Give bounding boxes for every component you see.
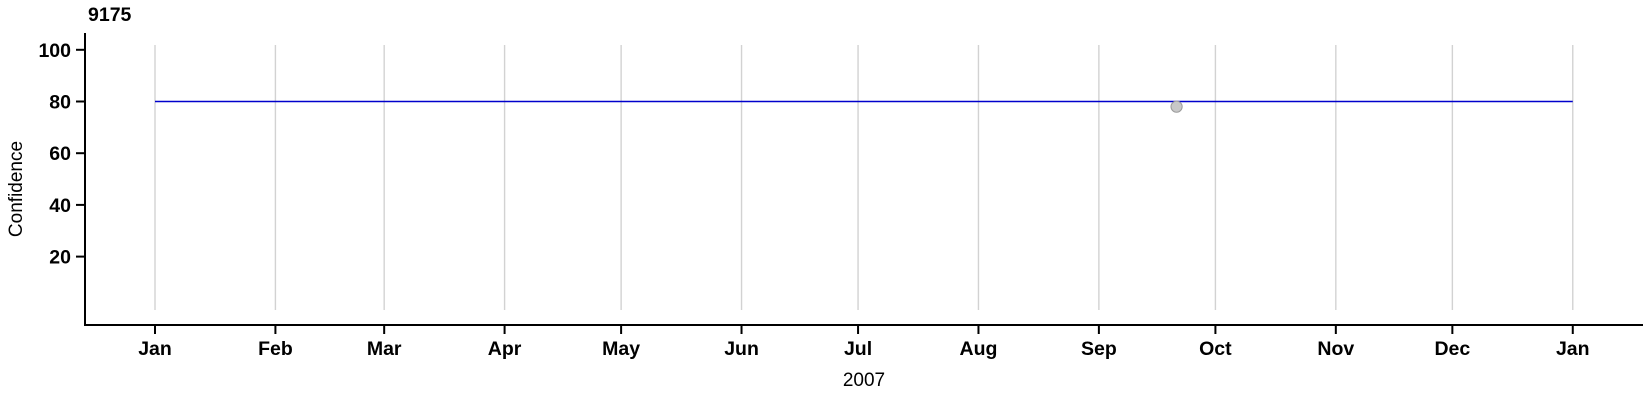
x-tick-label: Oct bbox=[1199, 338, 1232, 360]
x-axis-year-label: 2007 bbox=[843, 370, 885, 391]
x-tick-label: Jan bbox=[1556, 338, 1590, 360]
x-tick-label: Sep bbox=[1081, 338, 1117, 360]
y-tick-label: 60 bbox=[49, 143, 71, 165]
series-group bbox=[155, 100, 1573, 113]
gridlines-group bbox=[154, 45, 1574, 310]
y-tick-label: 80 bbox=[49, 92, 71, 114]
y-tick-label: 40 bbox=[49, 195, 71, 217]
x-tick-label: Feb bbox=[258, 338, 293, 360]
x-tick-label: Dec bbox=[1434, 338, 1470, 360]
x-tick-label: Jun bbox=[724, 338, 759, 360]
y-tick-label: 20 bbox=[49, 247, 71, 269]
x-tick-label: Jan bbox=[138, 338, 172, 360]
axes-group bbox=[84, 33, 1643, 326]
x-tick-label: May bbox=[602, 338, 640, 360]
observation-point bbox=[1170, 100, 1183, 113]
x-tick-label: Nov bbox=[1317, 338, 1354, 360]
x-tick-label: Aug bbox=[960, 338, 998, 360]
y-axis-label: Confidence bbox=[6, 141, 27, 237]
y-ticks-group: 20 40 60 80 100 bbox=[38, 40, 85, 269]
x-ticks-group: Jan Feb Mar Apr May Jun Jul Aug Sep Oct Nov Dec Jan bbox=[138, 325, 1590, 360]
y-tick-label: 100 bbox=[38, 40, 71, 62]
x-tick-label: Jul bbox=[844, 338, 872, 360]
x-tick-label: Mar bbox=[367, 338, 402, 360]
chart-title: 9175 bbox=[88, 4, 132, 26]
x-tick-label: Apr bbox=[488, 338, 522, 360]
